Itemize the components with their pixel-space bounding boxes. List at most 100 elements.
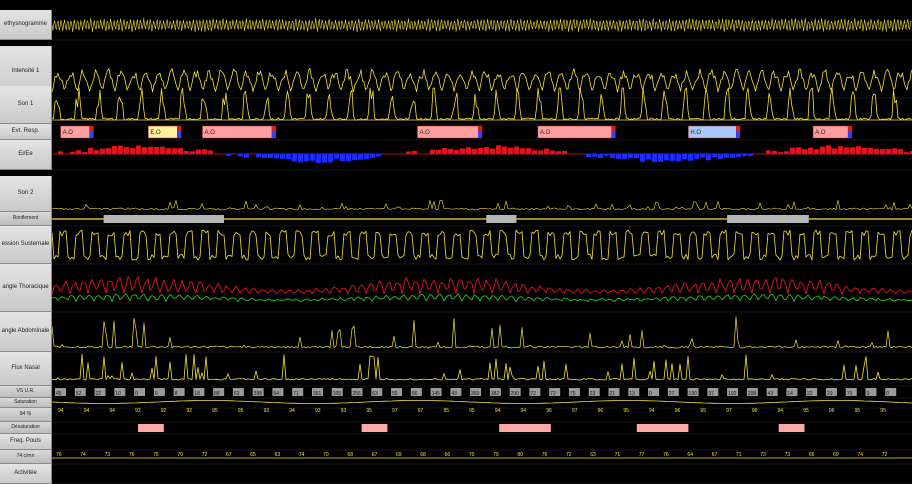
saturation-value: 94: [58, 408, 64, 414]
ratio-bar: [892, 148, 897, 154]
vs-value: 27: [669, 391, 675, 397]
channel-label[interactable]: Ronflement: [0, 212, 52, 226]
ratio-bar: [742, 154, 747, 156]
channel-label[interactable]: Saturation: [0, 398, 52, 408]
saturation-value: 94: [84, 408, 90, 414]
channel-label[interactable]: 94 %: [0, 408, 52, 422]
channel-labels: ethysnogramme Intensité 1 Son 1 Evt. Resp. E…: [0, 0, 52, 484]
channel-label[interactable]: angle Abdominale: [0, 312, 52, 352]
ratio-bar: [166, 148, 171, 154]
ratio-bar: [748, 154, 753, 157]
event-marker: [847, 132, 852, 138]
ratio-bar: [526, 148, 531, 154]
channel-label[interactable]: Flux Nasal: [0, 352, 52, 386]
channel-label[interactable]: Son 2: [0, 176, 52, 212]
pulse-value: 67: [372, 452, 378, 458]
event-marker: [89, 132, 94, 138]
ratio-bar: [532, 150, 537, 154]
ratio-bar: [286, 154, 291, 160]
saturation-value: 94: [109, 408, 115, 414]
pulse-value: 76: [542, 452, 548, 458]
ratio-bar: [208, 150, 213, 154]
vs-value: 37: [708, 391, 714, 397]
vs-value: 18: [194, 391, 200, 397]
ratio-bar: [226, 154, 231, 156]
vs-cell: [410, 388, 422, 396]
saturation-value: 95: [212, 408, 218, 414]
ratio-bar: [340, 154, 345, 162]
ratio-bar: [82, 152, 87, 154]
event-marker: [478, 132, 482, 138]
channel-label[interactable]: Evt. Resp.: [0, 124, 52, 140]
saturation-value: 96: [675, 408, 681, 414]
ratio-bar: [358, 154, 363, 160]
vs-cell: [568, 388, 580, 396]
vs-value: 382: [491, 391, 500, 397]
ratio-bar: [448, 148, 453, 154]
vs-cell: [272, 388, 284, 396]
channel-label[interactable]: ession Susternale: [0, 226, 52, 264]
desaturation-block: [138, 424, 164, 432]
saturation-value: 97: [418, 408, 424, 414]
vs-cell: [213, 388, 225, 396]
channel-label[interactable]: Désaturation: [0, 422, 52, 434]
vs-value: 208: [748, 391, 757, 397]
saturation-value: 94: [289, 408, 295, 414]
ratio-bar: [280, 154, 285, 159]
channel-label[interactable]: Son 1: [0, 86, 52, 124]
vs-value: 43: [451, 391, 457, 397]
vs-value: 29: [827, 391, 833, 397]
channel-label[interactable]: Freq. Pouls: [0, 434, 52, 450]
ratio-bar: [604, 154, 609, 156]
ratio-bar: [682, 154, 687, 159]
event-label: E.O: [150, 130, 161, 136]
ratio-bar: [202, 149, 207, 154]
ratio-bar: [376, 154, 381, 157]
ratio-bar: [556, 151, 561, 154]
ratio-bar: [844, 147, 849, 154]
vs-value: 63: [234, 391, 240, 397]
vs-value: 45: [56, 391, 62, 397]
channel-label[interactable]: VS U.R.: [0, 386, 52, 398]
ratio-bar: [898, 149, 903, 154]
event-marker: [736, 132, 740, 138]
vs-value: 55: [392, 391, 398, 397]
vs-cell: [687, 388, 699, 396]
channel-label[interactable]: 74 c/mn: [0, 450, 52, 464]
channel-label[interactable]: Activitée: [0, 464, 52, 484]
event-marker: [89, 126, 94, 132]
vs-value: 70: [847, 391, 853, 397]
channel-label[interactable]: angle Thoracique: [0, 264, 52, 312]
vs-cell: [648, 388, 660, 396]
ratio-bar: [370, 154, 375, 158]
signal-traces[interactable]: A.O E.O A.O A.O A.O H.O A.O45 52 22 10 0 0 8 18 88 63 38…: [52, 0, 912, 484]
ratio-bar: [520, 148, 525, 154]
vs-cell: [667, 388, 679, 396]
channel-label[interactable]: Ei/Ee: [0, 140, 52, 170]
ratio-bar: [136, 145, 141, 154]
vs-cell: [331, 388, 343, 396]
pulse-value: 68: [420, 452, 426, 458]
snoring-block: [103, 215, 224, 223]
ratio-bar: [784, 151, 789, 154]
pulse-value: 73: [105, 452, 111, 458]
saturation-value: 96: [598, 408, 604, 414]
ratio-bar: [868, 148, 873, 154]
ratio-bar: [316, 154, 321, 163]
ratio-bar: [460, 148, 465, 154]
vs-value: 361: [313, 391, 322, 397]
ratio-bar: [832, 148, 837, 154]
vs-value: 192: [728, 391, 737, 397]
vs-cell: [885, 388, 897, 396]
ratio-bar: [778, 152, 783, 154]
pulse-value: 74: [299, 452, 305, 458]
pulse-value: 76: [129, 452, 135, 458]
ratio-bar: [58, 151, 63, 154]
thoracic-trace: [52, 276, 912, 295]
channel-label[interactable]: ethysnogramme: [0, 10, 52, 40]
vs-value: 54: [273, 391, 279, 397]
saturation-value: 93: [264, 408, 270, 414]
saturation-value: 95: [880, 408, 886, 414]
vs-value: 88: [214, 391, 220, 397]
intensity-trace: [52, 68, 912, 93]
